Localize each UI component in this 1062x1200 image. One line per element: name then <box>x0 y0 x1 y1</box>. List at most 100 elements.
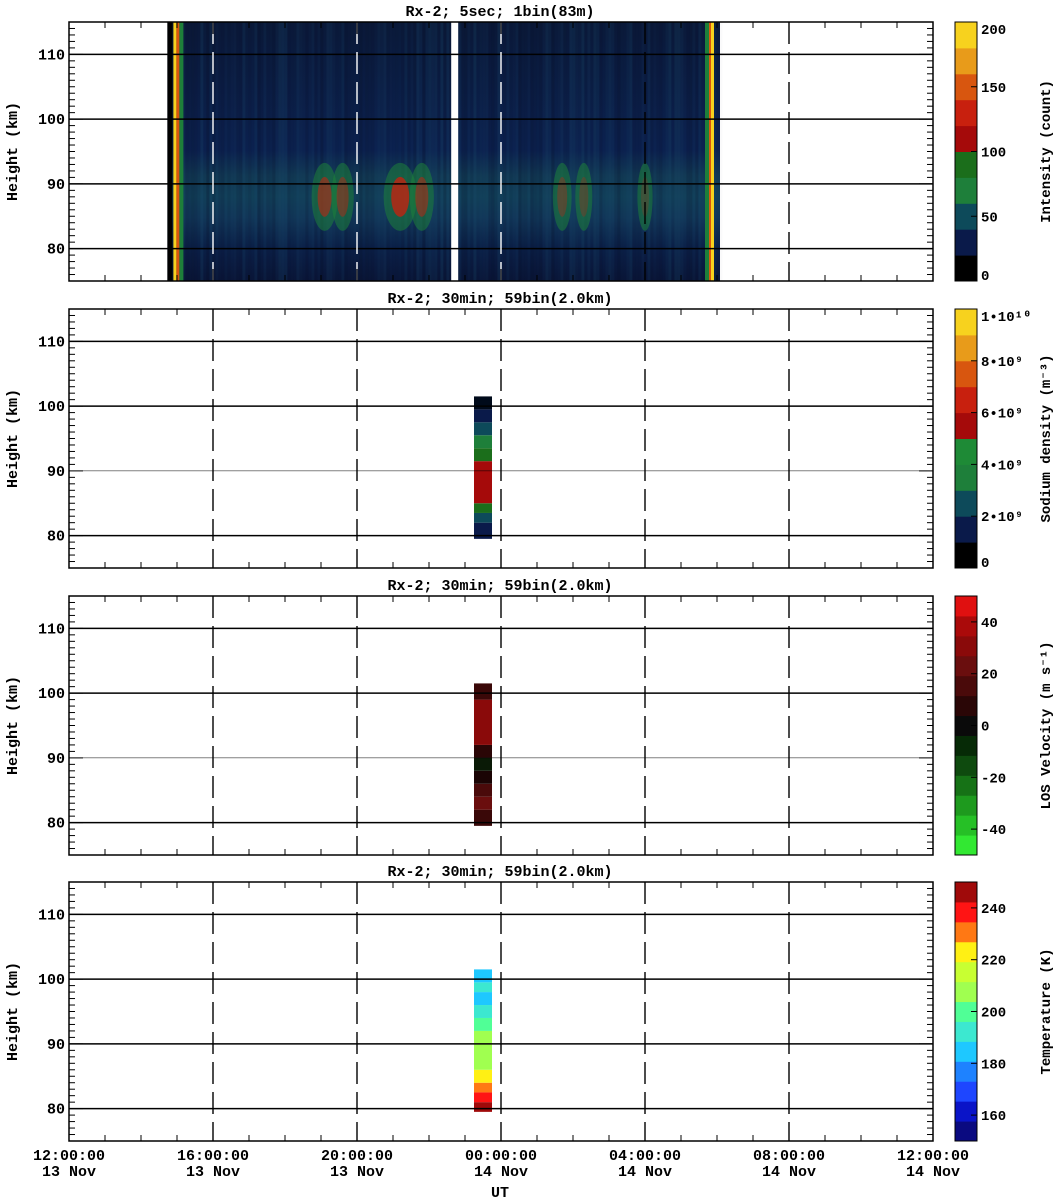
image-streak <box>620 22 624 281</box>
image-streak <box>251 22 254 281</box>
image-streak <box>380 22 384 281</box>
image-streak <box>524 22 528 281</box>
image-streak <box>368 22 372 281</box>
x-tick-date: 13 Nov <box>42 1164 96 1181</box>
colorbar-swatch <box>955 386 977 414</box>
image-streak <box>413 22 417 281</box>
image-streak <box>593 22 597 281</box>
image-streak <box>395 22 399 281</box>
image-streak <box>203 22 206 281</box>
image-streak <box>191 22 195 281</box>
image-streak <box>182 22 186 281</box>
profile-cell <box>474 461 492 504</box>
image-streak <box>599 22 603 281</box>
y-axis-label: Height (km) <box>5 102 22 201</box>
colorbar-swatch <box>955 675 977 697</box>
panel-title: Rx-2; 30min; 59bin(2.0km) <box>387 578 612 595</box>
image-streak <box>308 22 311 281</box>
image-streak <box>410 22 413 281</box>
image-streak <box>482 22 486 281</box>
colorbar-swatch <box>955 1081 977 1102</box>
image-streak <box>476 22 479 281</box>
colorbar-swatch <box>955 360 977 388</box>
image-streak <box>449 22 453 281</box>
colorbar-swatch <box>955 921 977 943</box>
image-streak <box>467 22 471 281</box>
colorbar-swatch <box>955 795 977 816</box>
image-streak <box>671 22 675 281</box>
image-streak <box>629 22 633 281</box>
profile-cell <box>474 1043 492 1070</box>
image-streak <box>533 22 537 281</box>
colorbar-swatch <box>955 334 977 362</box>
image-streak <box>584 22 588 281</box>
image-streak <box>647 22 651 281</box>
y-tick-label: 110 <box>38 334 65 351</box>
x-tick-time: 16:00:00 <box>177 1148 249 1165</box>
profile-cell <box>474 409 492 423</box>
colorbar-swatch <box>955 1021 977 1042</box>
colorbar-tick-label: 100 <box>981 146 1006 162</box>
panels: Rx-2; 5sec; 1bin(83m) 80 90 100 110 Height (k… <box>5 4 1055 1142</box>
image-streak <box>692 22 696 281</box>
sodium-patch <box>336 176 349 217</box>
profile-cell <box>474 1069 492 1083</box>
x-tick-date: 13 Nov <box>186 1164 240 1181</box>
image-streak <box>245 22 248 281</box>
image-streak <box>398 22 401 281</box>
image-streak <box>458 22 462 281</box>
image-streak <box>272 22 276 281</box>
y-tick-label: 100 <box>38 972 65 989</box>
colorbar-swatch <box>955 309 977 336</box>
colorbar-swatch <box>955 655 977 677</box>
image-streak <box>560 22 564 281</box>
profile-cell <box>474 512 492 523</box>
image-streak <box>206 22 210 281</box>
image-streak <box>662 22 665 281</box>
image-streak <box>677 22 681 281</box>
y-tick-label: 100 <box>38 686 65 703</box>
image-streak <box>689 22 693 281</box>
image-streak <box>674 22 678 281</box>
colorbar-swatch <box>955 755 977 776</box>
colorbar-swatch <box>955 596 977 617</box>
image-streak <box>602 22 605 281</box>
image-streak <box>719 22 722 281</box>
colorbar-swatch <box>955 1041 977 1062</box>
image-streak <box>665 22 669 281</box>
colorbar-tick-label: 240 <box>981 902 1006 918</box>
image-streak <box>323 22 326 281</box>
image-streak <box>659 22 663 281</box>
y-tick-label: 80 <box>47 816 65 833</box>
image-streak <box>656 22 660 281</box>
image-edge <box>711 22 714 281</box>
colorbar-swatch <box>955 1001 977 1022</box>
image-streak <box>551 22 555 281</box>
image-streak <box>254 22 258 281</box>
image-streak <box>311 22 315 281</box>
profile-cell <box>474 982 492 993</box>
image-streak <box>611 22 615 281</box>
colorbar-swatch <box>955 438 977 465</box>
colorbar-swatch <box>955 1101 977 1122</box>
image-streak <box>668 22 672 281</box>
image-streak <box>446 22 450 281</box>
profile-cell <box>474 1092 492 1103</box>
image-streak <box>545 22 549 281</box>
x-tick-time: 12:00:00 <box>897 1148 969 1165</box>
y-axis-label: Height (km) <box>5 962 22 1061</box>
image-streak <box>293 22 297 281</box>
image-streak <box>614 22 618 281</box>
colorbar-swatch <box>955 635 977 657</box>
colorbar-swatch <box>955 490 977 517</box>
image-streak <box>470 22 474 281</box>
image-streak <box>572 22 576 281</box>
colorbar-tick-label: 0 <box>981 720 989 736</box>
panel-4: Rx-2; 30min; 59bin(2.0km) 80 90 100 110 Heigh… <box>5 864 1055 1142</box>
profile-cell <box>474 435 492 449</box>
panel-title: Rx-2; 30min; 59bin(2.0km) <box>387 864 612 881</box>
image-streak <box>281 22 285 281</box>
profile-cell <box>474 1030 492 1044</box>
colorbar-tick-label: 160 <box>981 1109 1006 1125</box>
